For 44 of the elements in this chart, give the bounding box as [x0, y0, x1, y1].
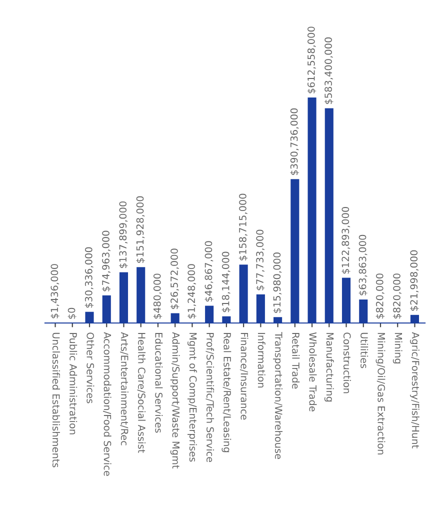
x-tick-label: Prof/Scientific/Tech Service [206, 332, 214, 462]
data-label: $583,400,000 [324, 37, 334, 104]
x-tick-label: Retail Trade [292, 332, 300, 389]
data-label: $74,963,000 [102, 230, 111, 292]
data-label: $137,899,000 [119, 201, 128, 268]
data-label: $26,572,000 [170, 248, 180, 310]
x-tick-label: Agric/Forestry/Fish/Hunt [410, 332, 420, 448]
data-label: $480,000 [153, 274, 162, 319]
x-tick-label: Finance/Insurance [240, 332, 248, 420]
x-tick-label: Accommodation/Food Service [103, 332, 112, 476]
x-tick-label: Public Administration [70, 332, 78, 434]
x-tick-label: Other Services [86, 332, 94, 404]
x-tick-label: Real Estate/Rent/Leasing [222, 332, 232, 452]
data-label: $820,000 [376, 274, 385, 319]
x-tick-label: Construction [343, 332, 351, 394]
data-label: $151,928,000 [136, 196, 145, 263]
x-tick-label: Wholesale Trade [309, 332, 317, 412]
data-label: $30,336,000 [84, 247, 94, 308]
data-label: $0 [68, 308, 76, 319]
data-label: $1,248,000 [188, 264, 196, 318]
data-label: $612,558,000 [307, 26, 316, 94]
data-label: $63,863,000 [358, 234, 368, 296]
data-label: $122,893,000 [342, 206, 350, 274]
x-tick-label: Information [258, 332, 266, 388]
x-tick-label: Mgmt of Comp/Enterprises [188, 332, 197, 462]
data-label: $46,867,000 [204, 241, 214, 302]
x-tick-label: Unclassified Establishments [52, 332, 60, 468]
data-label: $1,436,000 [50, 264, 60, 318]
data-label: $18,144,000 [222, 252, 231, 312]
data-label: $820,000 [392, 274, 402, 319]
data-label: $390,736,000 [290, 108, 300, 175]
x-tick-label: Mining/Oil/Gas Extraction [376, 332, 386, 454]
x-tick-label: Manufacturing [324, 332, 334, 402]
x-tick-label: Arts/Entertainment/Rec [120, 332, 128, 446]
x-tick-label: Educational Services [155, 332, 163, 433]
x-tick-label: Mining [392, 332, 402, 364]
x-tick-label: Transportation/Warehouse [273, 332, 282, 460]
x-tick-label: Utilities [360, 332, 368, 368]
data-label: $77,733,000 [256, 230, 265, 290]
data-label: $158,715,000 [238, 194, 248, 260]
x-tick-label: Health Care/Social Assist [137, 332, 146, 453]
data-label: $21,998,000 [410, 250, 419, 311]
x-tick-label: Admin/Support/Waste Mgmt [170, 332, 180, 469]
data-label: $15,980,000 [273, 252, 282, 313]
